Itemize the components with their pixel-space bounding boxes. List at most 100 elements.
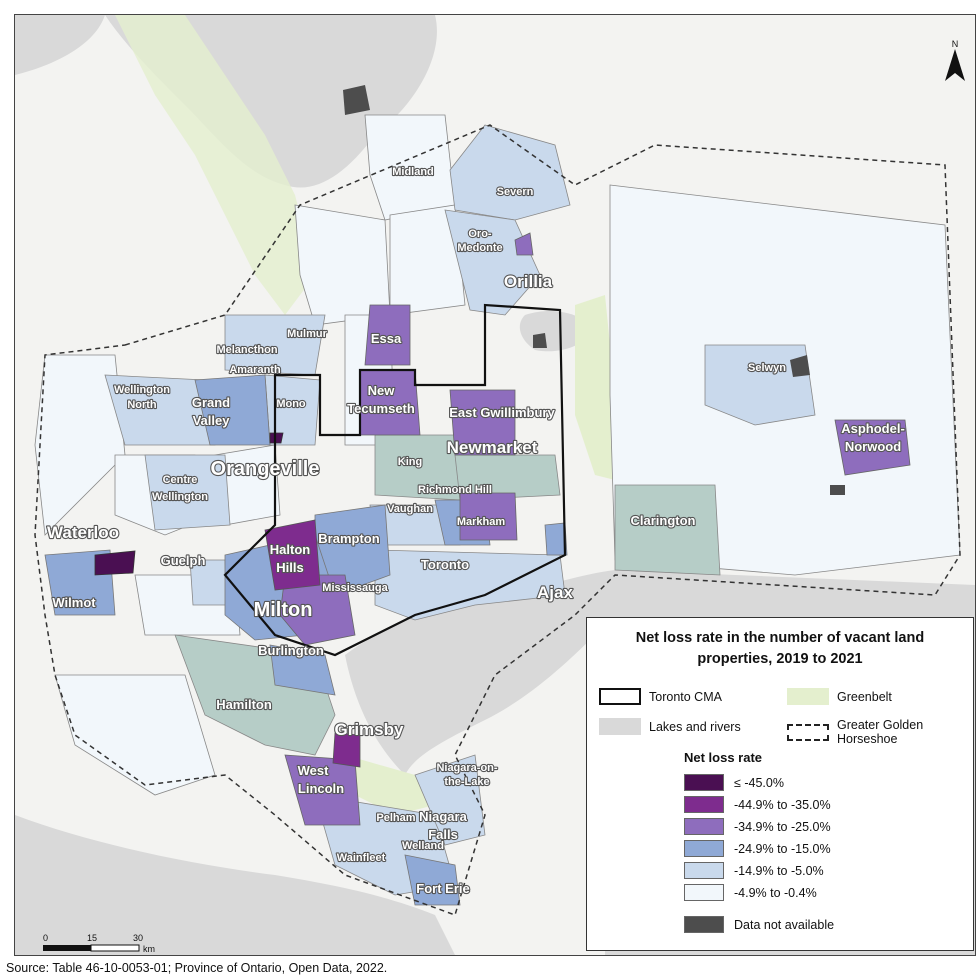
label-east-gwillimbury: East Gwillimbury [449, 405, 555, 420]
springwater-area [389, 204, 466, 316]
label-markham: Markham [457, 516, 506, 528]
label-wilmot: Wilmot [52, 595, 96, 610]
scale-bar: 0 15 30 km [43, 933, 183, 955]
label-centre-wellington-1: Centre [163, 474, 198, 486]
label-niagara-falls-1: Niagara [419, 809, 467, 824]
legend-lakes-label: Lakes and rivers [649, 719, 741, 734]
nodata-selwyn [790, 355, 810, 377]
class-5-swatch [684, 862, 724, 879]
label-mono: Mono [276, 398, 306, 410]
map-legend: Net loss rate in the number of vacant la… [586, 617, 974, 951]
label-essa: Essa [371, 331, 402, 346]
label-oro-medonte-1: Oro- [468, 228, 492, 240]
label-midland: Midland [392, 166, 434, 178]
label-severn: Severn [497, 186, 534, 198]
legend-lakes: Lakes and rivers [599, 718, 741, 735]
label-niagara-on-the-lake-2: the-Lake [444, 776, 489, 788]
label-west-lincoln-1: West [298, 763, 329, 778]
class-6-municipalities [34, 114, 961, 796]
grimsby-area [332, 732, 361, 768]
markham-area [459, 492, 518, 541]
class-6-swatch [684, 884, 724, 901]
whitchurch-area [454, 454, 561, 501]
label-brampton: Brampton [318, 531, 379, 546]
legend-greenbelt-label: Greenbelt [837, 689, 892, 704]
class-2-swatch [684, 796, 724, 813]
label-halton-hills-2: Hills [276, 560, 303, 575]
niagara-on-the-lake-area [414, 754, 486, 846]
label-grand-valley-2: Valley [193, 413, 231, 428]
label-centre-wellington-2: Wellington [152, 491, 208, 503]
legend-class-2: -44.9% to -35.0% [684, 796, 831, 813]
class-3-swatch [684, 818, 724, 835]
label-wainfleet: Wainfleet [337, 852, 386, 864]
legend-class-5: -14.9% to -5.0% [684, 862, 824, 879]
north-arrow-icon: N [941, 37, 969, 90]
burlington-area [269, 644, 336, 696]
toronto-cma-swatch [599, 688, 641, 705]
label-grand-valley-1: Grand [192, 395, 230, 410]
class-4-label: -24.9% to -15.0% [734, 841, 831, 856]
label-west-lincoln-2: Lincoln [298, 781, 344, 796]
legend-ggh: Greater Golden Horseshoe [787, 718, 973, 746]
class-3-label: -34.9% to -25.0% [734, 819, 831, 834]
label-orillia: Orillia [504, 272, 553, 291]
legend-ggh-label: Greater Golden Horseshoe [837, 718, 924, 746]
mississauga-area [279, 574, 356, 646]
nodata-lake-simcoe [533, 333, 547, 348]
label-pelham: Pelham [376, 812, 415, 824]
label-toronto: Toronto [421, 557, 469, 572]
east-gwillimbury-area [449, 389, 516, 456]
clarington-area [614, 484, 721, 576]
legend-class-4: -24.9% to -15.0% [684, 840, 831, 857]
label-mulmur: Mulmur [287, 328, 327, 340]
centre-wellington-area [144, 454, 231, 531]
class-1-municipalities [94, 432, 284, 576]
label-milton: Milton [254, 599, 313, 621]
label-niagara-on-the-lake-1: Niagara-on- [436, 762, 497, 774]
orangeville-dark-area [269, 432, 284, 444]
greenbelt-swatch [787, 688, 829, 705]
legend-title: Net loss rate in the number of vacant la… [635, 630, 925, 667]
class-na-swatch [684, 916, 724, 933]
label-amaranth: Amaranth [229, 364, 281, 376]
ajax-area [544, 522, 568, 556]
fort-erie-area [404, 854, 461, 906]
greenbelt-escarpment [115, 15, 315, 315]
label-newmarket: Newmarket [447, 438, 538, 457]
label-king: King [398, 456, 422, 468]
legend-class-na: Data not available [684, 916, 834, 933]
label-melancthon: Melancthon [216, 344, 277, 356]
west-area [34, 354, 126, 536]
scale-unit: km [143, 944, 155, 954]
class-3-municipalities [279, 232, 911, 826]
toronto-cma-boundary [223, 303, 567, 657]
nodata-island [343, 85, 370, 115]
label-asphodel-norwood-1: Asphodel- [841, 421, 905, 436]
label-wellington-north-2: North [127, 399, 157, 411]
class-2-municipalities [264, 519, 361, 768]
data-not-available-areas [343, 85, 845, 495]
label-ajax: Ajax [537, 583, 573, 602]
label-new-tecumseth-2: Tecumseth [347, 401, 415, 416]
class-4-swatch [684, 840, 724, 857]
north-label: N [952, 39, 959, 49]
label-selwyn: Selwyn [748, 362, 786, 374]
class-2-label: -44.9% to -35.0% [734, 797, 831, 812]
lake-northwest [15, 15, 105, 75]
scale-tick-30: 30 [133, 933, 143, 943]
label-grimsby: Grimsby [335, 720, 405, 739]
essa-area [364, 304, 411, 366]
label-richmond-hill: Richmond Hill [418, 484, 492, 496]
class-1-swatch [684, 774, 724, 791]
label-oro-medonte-2: Medonte [457, 242, 502, 254]
legend-class-3: -34.9% to -25.0% [684, 818, 831, 835]
class-6-label: -4.9% to -0.4% [734, 885, 817, 900]
label-niagara-falls-2: Falls [428, 827, 458, 842]
label-mississauga: Mississauga [322, 582, 388, 594]
class-1-label: ≤ -45.0% [734, 775, 784, 790]
label-welland: Welland [402, 840, 444, 852]
west-lincoln-area [284, 754, 361, 826]
lakes-swatch [599, 718, 641, 735]
label-vaughan: Vaughan [387, 503, 433, 515]
